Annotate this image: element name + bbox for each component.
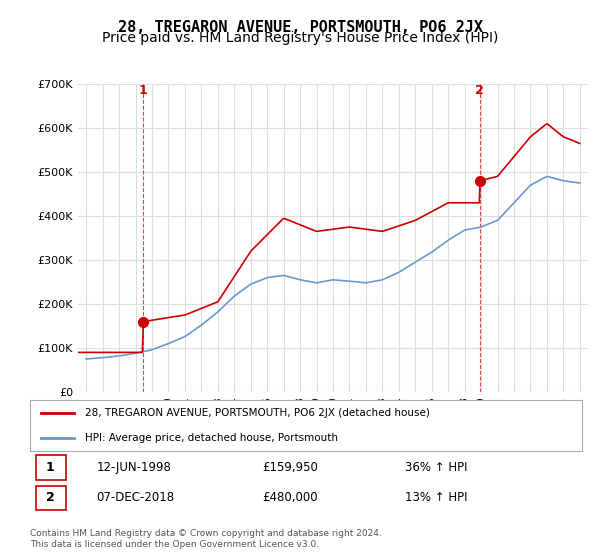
- Text: 36% ↑ HPI: 36% ↑ HPI: [406, 461, 468, 474]
- Text: 2: 2: [46, 491, 55, 505]
- Text: 28, TREGARON AVENUE, PORTSMOUTH, PO6 2JX: 28, TREGARON AVENUE, PORTSMOUTH, PO6 2JX: [118, 20, 482, 35]
- Text: Contains HM Land Registry data © Crown copyright and database right 2024.
This d: Contains HM Land Registry data © Crown c…: [30, 529, 382, 549]
- Text: 13% ↑ HPI: 13% ↑ HPI: [406, 491, 468, 505]
- Bar: [35, 455, 66, 480]
- Text: 12-JUN-1998: 12-JUN-1998: [96, 461, 171, 474]
- Text: £159,950: £159,950: [262, 461, 318, 474]
- Text: 2: 2: [475, 84, 484, 97]
- Bar: [35, 486, 66, 510]
- Text: £480,000: £480,000: [262, 491, 317, 505]
- Text: 1: 1: [139, 84, 148, 97]
- Text: 1: 1: [46, 461, 55, 474]
- Text: 28, TREGARON AVENUE, PORTSMOUTH, PO6 2JX (detached house): 28, TREGARON AVENUE, PORTSMOUTH, PO6 2JX…: [85, 408, 430, 418]
- Text: Price paid vs. HM Land Registry's House Price Index (HPI): Price paid vs. HM Land Registry's House …: [102, 31, 498, 45]
- Text: HPI: Average price, detached house, Portsmouth: HPI: Average price, detached house, Port…: [85, 433, 338, 443]
- Text: 07-DEC-2018: 07-DEC-2018: [96, 491, 175, 505]
